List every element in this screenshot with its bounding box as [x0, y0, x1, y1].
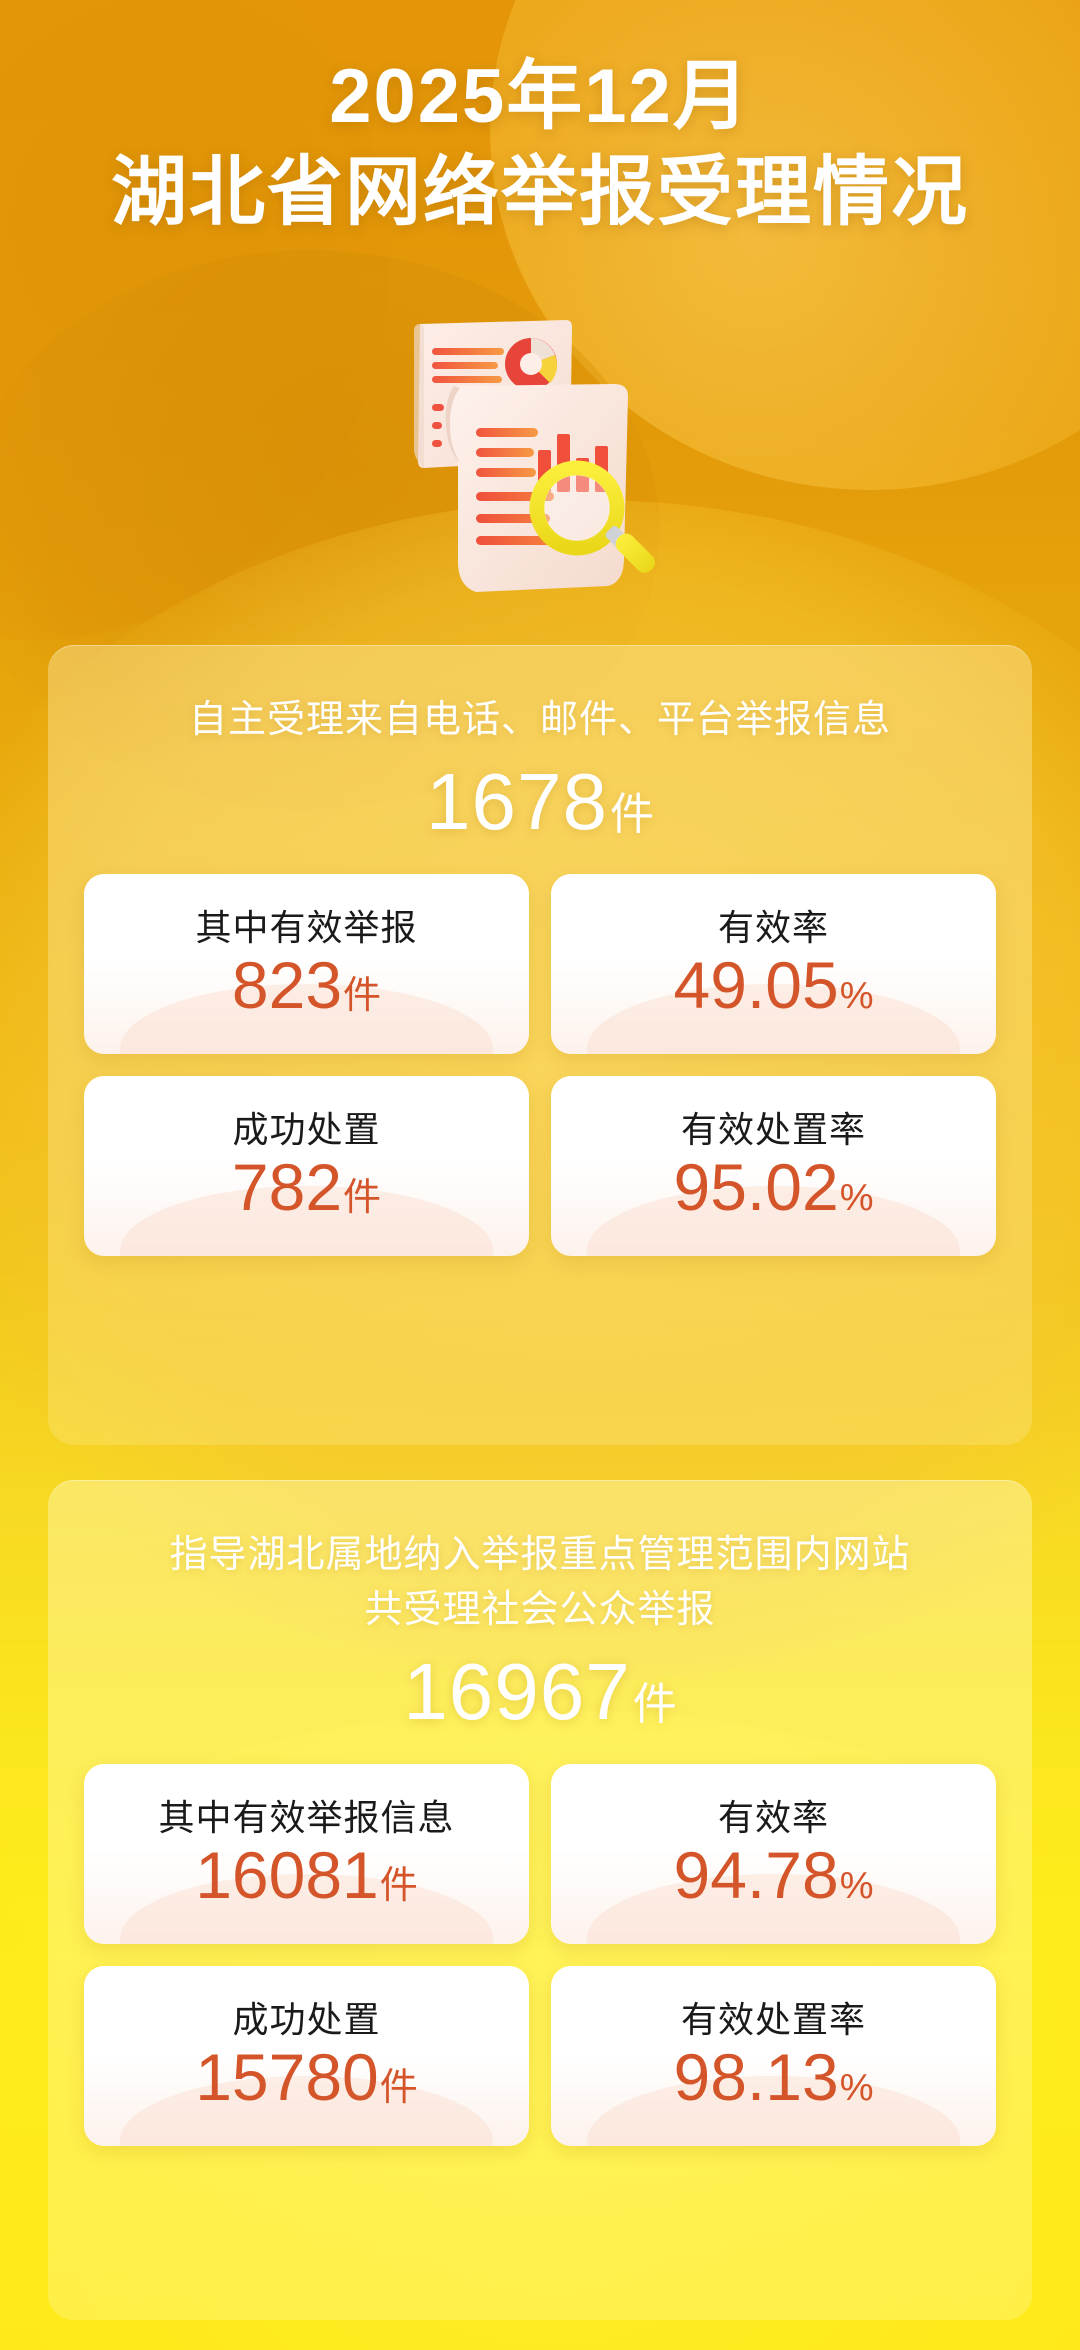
section-heading-line: 指导湖北属地纳入举报重点管理范围内网站 [169, 1534, 911, 1576]
stat-card-number: 49.05 [673, 948, 839, 1023]
stat-card-number: 782 [231, 1150, 343, 1225]
stat-card-number: 15780 [195, 2040, 379, 2115]
stat-card-label: 其中有效举报 [195, 906, 418, 948]
stat-card-value: 782件 [232, 1153, 381, 1222]
stat-card: 成功处置 782件 [84, 1076, 529, 1257]
section-total-number: 16967 [403, 1647, 631, 1737]
stat-card-label: 成功处置 [232, 1108, 381, 1150]
section-total: 1678件 [84, 756, 996, 848]
stat-card: 其中有效举报信息 16081件 [84, 1764, 529, 1945]
stat-card-unit: % [839, 2067, 874, 2110]
stat-card-unit: 件 [379, 2067, 418, 2110]
stat-card-label: 有效率 [717, 1796, 829, 1838]
stat-card-unit: % [839, 975, 874, 1018]
section-total: 16967件 [84, 1646, 996, 1738]
section-panel-key-managed-websites: 指导湖北属地纳入举报重点管理范围内网站 共受理社会公众举报 16967件 其中有… [48, 1480, 1032, 2320]
section-heading: 自主受理来自电话、邮件、平台举报信息 [84, 693, 996, 748]
section-panel-self-handled: 自主受理来自电话、邮件、平台举报信息 1678件 其中有效举报 823件 有效率… [48, 645, 1032, 1445]
stat-card: 成功处置 15780件 [84, 1966, 529, 2147]
stat-card-label: 有效率 [717, 906, 829, 948]
page-title-line-1: 2025年12月 [329, 54, 751, 139]
stat-card-grid: 其中有效举报信息 16081件 有效率 94.78% 成功处置 15780件 有… [84, 1764, 996, 2147]
stat-card-value: 95.02% [674, 1153, 874, 1222]
section-total-unit: 件 [609, 790, 654, 840]
stat-card-value: 15780件 [195, 2043, 418, 2112]
stat-card-label: 其中有效举报信息 [158, 1796, 455, 1838]
stat-card-label: 有效处置率 [680, 1108, 866, 1150]
stat-card-label: 成功处置 [232, 1998, 381, 2040]
stat-card-grid: 其中有效举报 823件 有效率 49.05% 成功处置 782件 有效处置率 [84, 874, 996, 1257]
donut-chart [505, 338, 558, 390]
stat-card-number: 94.78 [673, 1838, 839, 1913]
stat-card-number: 98.13 [673, 2040, 839, 2115]
section-heading: 指导湖北属地纳入举报重点管理范围内网站 共受理社会公众举报 [84, 1528, 996, 1638]
stat-card: 有效处置率 95.02% [551, 1076, 996, 1257]
stat-card-value: 16081件 [195, 1841, 418, 1910]
stat-card-unit: 件 [379, 1865, 418, 1908]
stat-card: 其中有效举报 823件 [84, 874, 529, 1055]
stat-card-number: 823 [231, 948, 343, 1023]
stat-card: 有效率 94.78% [551, 1764, 996, 1945]
stat-card-unit: 件 [343, 1177, 382, 1220]
stat-card-value: 94.78% [674, 1841, 874, 1910]
report-documents-illustration [380, 300, 700, 600]
stat-card: 有效率 49.05% [551, 874, 996, 1055]
section-heading-line: 共受理社会公众举报 [364, 1589, 716, 1632]
stat-card-value: 823件 [232, 951, 381, 1020]
stat-card-unit: 件 [343, 975, 382, 1018]
stat-card-number: 95.02 [673, 1150, 839, 1225]
stat-card-unit: % [839, 1865, 874, 1908]
stat-card-value: 98.13% [674, 2043, 874, 2112]
stat-card-label: 有效处置率 [680, 1998, 866, 2040]
stat-card-unit: % [839, 1177, 874, 1220]
page-title-line-2: 湖北省网络举报受理情况 [111, 149, 969, 235]
stat-card: 有效处置率 98.13% [551, 1966, 996, 2147]
section-total-unit: 件 [632, 1680, 677, 1730]
section-heading-line: 自主受理来自电话、邮件、平台举报信息 [188, 699, 891, 741]
stat-card-value: 49.05% [674, 951, 874, 1020]
section-total-number: 1678 [426, 757, 608, 847]
stat-card-number: 16081 [195, 1838, 379, 1913]
page-header: 2025年12月 湖北省网络举报受理情况 [0, 0, 1080, 237]
